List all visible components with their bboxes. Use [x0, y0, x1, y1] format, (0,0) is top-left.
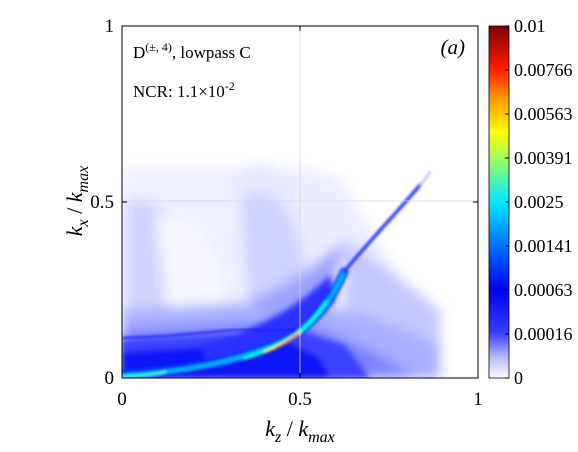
colorbar-tick-label: 0.00016 — [514, 324, 573, 344]
heatmap-field — [122, 163, 440, 378]
ncr-annotation: NCR: 1.1×10-2 — [133, 79, 235, 101]
colorbar-tick-label: 0 — [514, 368, 523, 388]
colorbar-tick-label: 0.00063 — [514, 280, 573, 300]
colorbar-tick-label: 0.00766 — [514, 60, 573, 80]
colorbar-tick-label: 0.00141 — [514, 236, 573, 256]
panel-label: (a) — [441, 35, 466, 59]
axis-ticks: 0 0.5 1 0 0.5 1 — [90, 16, 483, 410]
x-tick-label: 1 — [473, 389, 483, 410]
grid-lines — [122, 26, 478, 378]
y-tick-label: 0 — [105, 368, 115, 389]
colorbar-ticks: 0.01 0.00766 0.00563 0.00391 0.0025 0.00141 0.… — [505, 16, 573, 388]
y-axis-label: kx / kmax — [62, 166, 92, 236]
y-tick-label: 1 — [105, 16, 115, 37]
x-axis-label: kz / kmax — [265, 416, 335, 446]
colorbar-tick-label: 0.00391 — [514, 148, 573, 168]
colorbar-tick-label: 0.00563 — [514, 104, 573, 124]
decomposition-annotation: D(±, 4), lowpass C — [133, 40, 251, 62]
x-tick-label: 0.5 — [288, 389, 312, 410]
colorbar-tick-label: 0.0025 — [514, 192, 564, 212]
colorbar-tick-label: 0.01 — [514, 16, 546, 36]
x-tick-label: 0 — [117, 389, 127, 410]
y-tick-label: 0.5 — [90, 192, 114, 213]
